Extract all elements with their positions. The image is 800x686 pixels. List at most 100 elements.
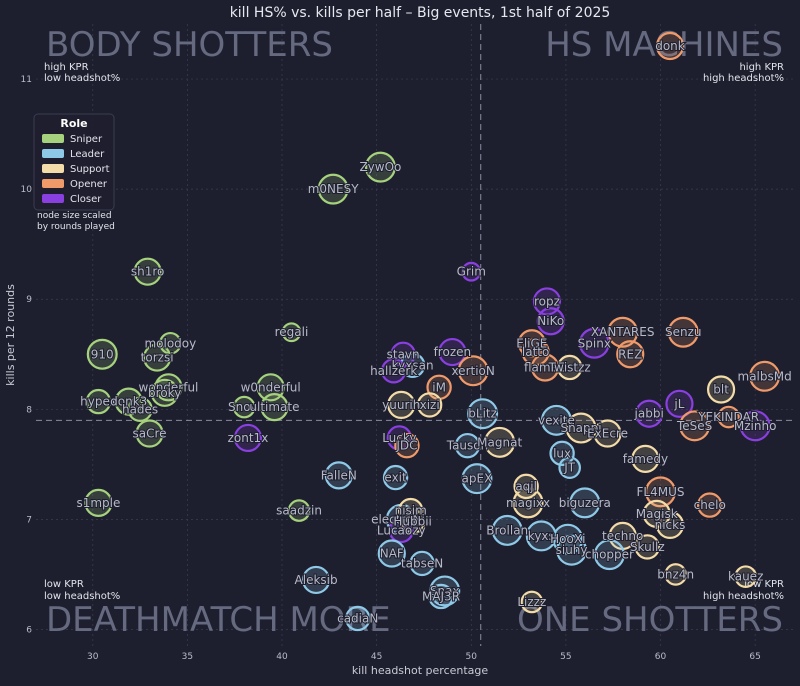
data-label: Grim (457, 265, 486, 279)
data-point (593, 419, 622, 448)
data-point (717, 405, 740, 429)
data-label: JDC (395, 439, 417, 453)
data-label: kauez (728, 570, 763, 584)
corner-bottom-right-line2: high headshot% (703, 591, 784, 602)
y-axis-label: kills per 12 rounds (4, 284, 17, 386)
legend-label: Sniper (70, 134, 103, 145)
data-label: sh1ro (131, 265, 165, 279)
data-point (634, 534, 660, 560)
data-label: FalleN (321, 468, 357, 482)
data-point (85, 388, 112, 415)
data-point (631, 444, 660, 473)
data-label: Lizzz (517, 595, 546, 609)
data-label: aqjl (515, 479, 537, 493)
data-label: bLitz (468, 407, 497, 421)
data-point (394, 432, 420, 459)
data-label: JT (563, 461, 576, 475)
data-point (739, 410, 771, 442)
data-point (454, 432, 481, 459)
x-tick-label: 35 (182, 652, 193, 662)
data-point (287, 499, 311, 522)
data-label: m0NESY (308, 182, 360, 196)
data-label: NAF (380, 547, 404, 561)
data-label: kyxsan (392, 358, 434, 372)
legend: Role Sniper Leader Support Opener Closer nod… (33, 113, 115, 232)
data-label: wonderful (139, 380, 199, 394)
data-label: Snax (430, 584, 460, 598)
data-label: chopper (585, 548, 634, 562)
data-label: flameZ (524, 360, 566, 374)
data-label: nicks (655, 518, 686, 532)
data-point (521, 337, 550, 367)
legend-swatch (42, 164, 64, 173)
data-label: bnz4n (657, 567, 694, 581)
data-label: s1mple (76, 496, 120, 510)
data-label: YEKINDAR (697, 410, 759, 424)
data-point (706, 375, 736, 404)
quadrant-top-left: BODY SHOTTERS (46, 25, 333, 65)
data-point (133, 257, 162, 286)
corner-top-right-line2: high headshot% (703, 73, 784, 84)
data-label: Senzu (665, 325, 702, 339)
data-label: jabbi (634, 407, 664, 421)
y-tick-label: 9 (26, 295, 32, 305)
data-point (697, 492, 723, 518)
data-point (512, 487, 544, 519)
data-label: frozen (434, 345, 472, 359)
data-label: XANTARES (591, 325, 655, 339)
legend-items: Sniper Leader Support Opener Closer (42, 134, 110, 205)
data-label: Aleksib (295, 573, 338, 587)
y-tick-label: 11 (21, 75, 32, 85)
legend-label: Support (70, 164, 110, 175)
data-point (645, 476, 677, 508)
x-tick-label: 30 (87, 652, 99, 662)
data-label: xizi (420, 398, 440, 412)
data-point (84, 488, 113, 517)
data-point (387, 390, 416, 420)
data-point (616, 340, 645, 369)
corner-bottom-left-line1: low KPR (44, 579, 84, 590)
data-point (377, 539, 406, 568)
data-label: siuhy (556, 543, 588, 557)
data-label: torzsi (141, 351, 174, 365)
data-label: iM (432, 380, 446, 394)
data-label: Snappi (560, 421, 601, 435)
data-label: EliGE (516, 336, 547, 350)
data-label: Twistzz (548, 360, 591, 374)
data-label: ropz (534, 294, 560, 308)
data-point (578, 327, 610, 359)
data-label: biguzera (559, 496, 611, 510)
data-label: kyxs (528, 529, 555, 543)
data-labels: donk ZywOo m0NESY sh1ro Grim ropz NiKo XANTARES… (75, 38, 792, 626)
data-label: NiKo (537, 314, 564, 328)
data-point (540, 404, 572, 436)
data-label: 910 (91, 347, 114, 361)
mean-lines (36, 24, 793, 646)
data-point (399, 352, 426, 378)
data-label: exit (384, 471, 407, 485)
corner-top-left-line2: low headshot% (44, 73, 120, 84)
data-point (233, 423, 263, 453)
data-label: Magnat (477, 435, 522, 449)
data-point (467, 398, 499, 430)
data-label: broky (148, 386, 181, 400)
data-label: lux (553, 446, 571, 460)
data-point (428, 583, 454, 610)
data-label: Snow (228, 400, 261, 414)
x-tick-label: 45 (371, 652, 382, 662)
data-point (667, 316, 699, 348)
quadrant-bottom-left: DEATHMATCH MORE (46, 600, 391, 640)
data-label: Lucaozy (377, 523, 426, 537)
data-point (734, 565, 757, 588)
data-label: techno (602, 529, 643, 543)
data-point (536, 307, 565, 336)
data-point (520, 590, 544, 614)
data-point (380, 358, 407, 384)
data-point (461, 261, 482, 282)
data-point (388, 517, 414, 544)
chart-title: kill HS% vs. kills per half – Big events… (230, 5, 611, 21)
quadrant-labels: BODY SHOTTERS HS MACHINES DEATHMATCH MOR… (46, 25, 783, 640)
